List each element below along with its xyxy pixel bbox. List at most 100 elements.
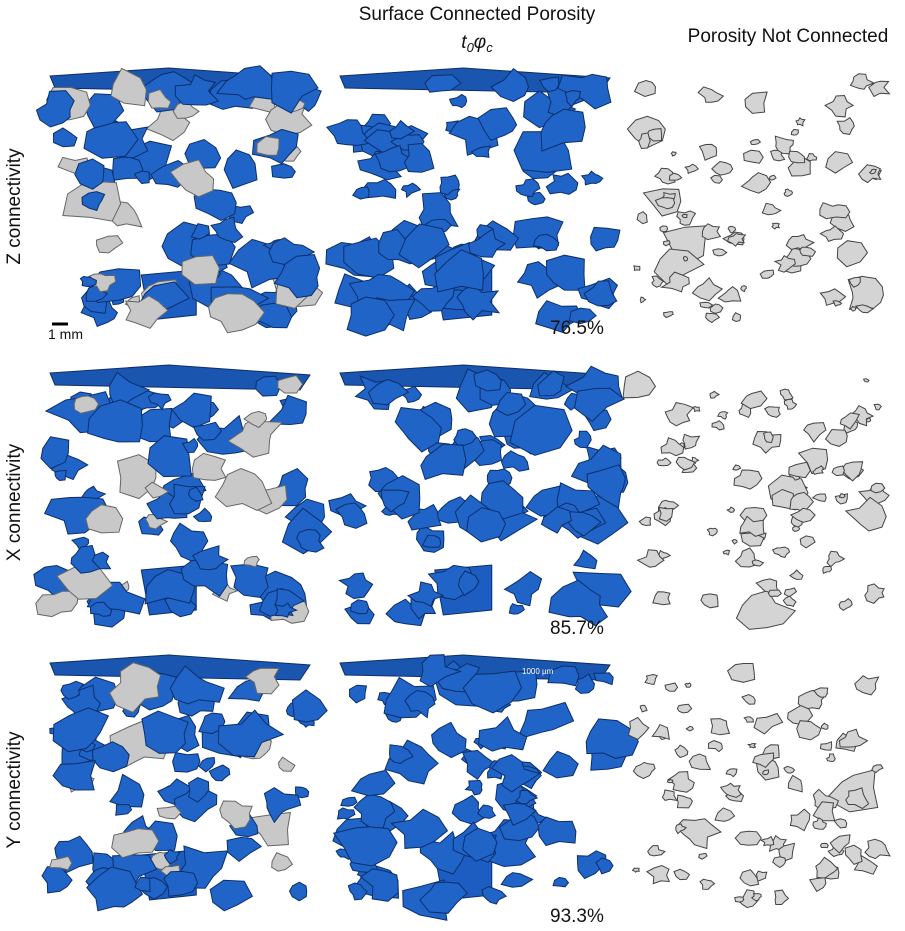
- gray-pore: [710, 391, 719, 398]
- gray-pore: [804, 423, 826, 442]
- blue-pore: [404, 144, 434, 173]
- gray-pore: [769, 175, 776, 180]
- gray-pore: [865, 584, 884, 604]
- blue-pore: [341, 797, 357, 806]
- gray-pore: [790, 809, 810, 831]
- gray-pore: [628, 718, 648, 740]
- blue-pore: [466, 780, 483, 795]
- blue-pore: [432, 722, 467, 757]
- gray-pore: [685, 683, 691, 687]
- gray-pore: [637, 212, 647, 224]
- gray-pore: [864, 379, 869, 382]
- gray-pore: [810, 878, 826, 892]
- blue-pore: [339, 573, 372, 598]
- gray-pore: [665, 683, 678, 691]
- gray-pore: [677, 211, 696, 225]
- blue-pore: [227, 837, 261, 861]
- figure-canvas: Surface Connected Porosity t0φc Porosity…: [0, 0, 905, 931]
- blue-pore: [553, 877, 568, 886]
- gray-pore: [683, 434, 700, 449]
- gray-pore: [723, 550, 730, 555]
- blue-pore: [142, 711, 188, 753]
- gray-pore: [157, 806, 181, 819]
- gray-pore: [740, 870, 759, 886]
- blue-pore: [218, 710, 283, 757]
- porosity-render: [34, 365, 332, 627]
- gray-pore: [768, 590, 781, 597]
- gray-pore: [760, 270, 774, 278]
- blue-pore: [482, 887, 506, 904]
- gray-pore: [677, 704, 691, 713]
- gray-pore: [639, 517, 650, 526]
- gray-pore: [789, 462, 811, 477]
- blue-pore: [402, 183, 421, 197]
- blue-pore: [55, 470, 66, 480]
- blue-pore: [134, 171, 149, 183]
- blue-pore: [501, 873, 532, 888]
- gray-pore: [112, 829, 159, 858]
- percent-label: 93.3%: [550, 906, 604, 927]
- gray-pore: [773, 547, 790, 557]
- porosity-render: [333, 655, 639, 921]
- gray-pore: [840, 494, 845, 498]
- gray-pore: [685, 164, 698, 173]
- gray-pore: [728, 664, 755, 683]
- blue-pore: [596, 858, 613, 874]
- gray-pore: [706, 313, 720, 322]
- blue-pore: [53, 761, 95, 790]
- gray-pore: [633, 762, 655, 778]
- gray-pore: [784, 588, 796, 597]
- gray-pore: [837, 118, 854, 135]
- gray-pore: [765, 407, 781, 418]
- gray-pore: [664, 312, 674, 318]
- gray-pore: [784, 189, 792, 197]
- gray-pore: [845, 845, 862, 864]
- gray-pore: [742, 695, 755, 705]
- gray-pore: [839, 729, 867, 747]
- blue-pore: [479, 717, 527, 751]
- gray-pore: [712, 162, 733, 176]
- gray-pore: [744, 150, 764, 163]
- column-title: Porosity Not Connected: [688, 26, 889, 47]
- blue-pore: [292, 690, 327, 722]
- gray-pore: [735, 897, 744, 902]
- gray-pore: [692, 278, 722, 301]
- gray-pore: [192, 453, 225, 480]
- gray-pore: [837, 241, 867, 267]
- gray-pore: [796, 118, 805, 126]
- gray-pore: [640, 297, 645, 303]
- gray-pore: [689, 754, 710, 770]
- gray-pore: [653, 592, 670, 605]
- gray-pore: [784, 399, 796, 409]
- porosity-render: [628, 664, 890, 908]
- gray-pore: [742, 173, 771, 194]
- gray-pore: [715, 808, 735, 822]
- gray-pore: [772, 223, 779, 229]
- gray-pore: [623, 371, 655, 398]
- gray-pore: [50, 856, 72, 869]
- gray-pore: [665, 403, 693, 426]
- blue-pore: [591, 227, 620, 251]
- gray-pore: [827, 551, 844, 566]
- gray-pore: [790, 570, 803, 579]
- porosity-render: [623, 371, 889, 629]
- gray-pore: [827, 754, 836, 762]
- blue-pore: [256, 376, 281, 396]
- gray-pore: [707, 528, 717, 536]
- gray-pore: [97, 236, 123, 253]
- percent-label: 76.5%: [550, 318, 604, 339]
- blue-pore: [543, 751, 578, 778]
- gray-pore: [702, 224, 720, 240]
- gray-pore: [788, 776, 802, 792]
- blue-pore: [538, 817, 576, 846]
- gray-pore: [664, 241, 670, 246]
- inset-scale-label: 1000 µm: [522, 667, 554, 676]
- column-title: Surface Connected Porosity: [359, 4, 596, 25]
- gray-pore: [791, 129, 798, 135]
- gray-pore: [735, 831, 761, 845]
- gray-pore: [634, 266, 640, 271]
- blue-pore: [290, 882, 307, 901]
- gray-pore: [645, 675, 657, 685]
- gray-pore: [677, 795, 692, 808]
- gray-pore: [683, 256, 687, 261]
